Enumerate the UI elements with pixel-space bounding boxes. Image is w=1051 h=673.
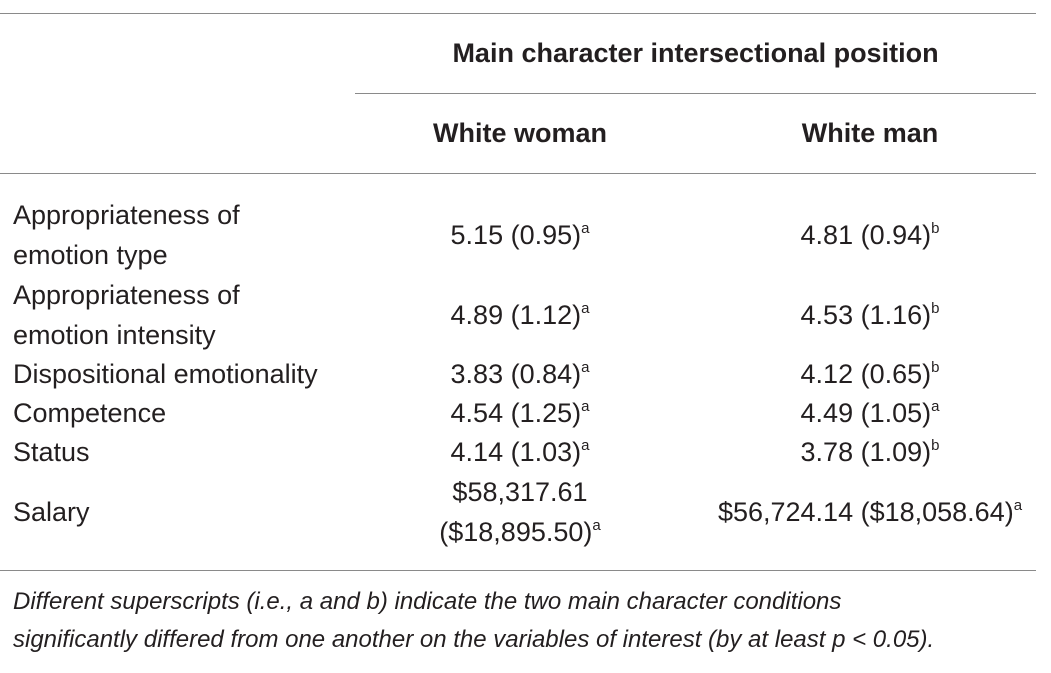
footnote-line: Different superscripts (i.e., a and b) i… [13,588,842,615]
cell-white-woman: $58,317.61 [452,477,588,507]
table-bottom-rule [0,570,1036,571]
table-footnote: Different superscripts (i.e., a and b) i… [13,583,934,659]
cell-white-woman: 4.14 (1.03)a [450,437,590,467]
cell-white-woman: 4.54 (1.25)a [450,398,590,428]
cell-white-woman: 5.15 (0.95)a [450,220,590,250]
footnote-line: significantly differed from one another … [13,626,935,653]
cell-white-man: 4.12 (0.65)b [800,359,940,389]
row-label: emotion type [13,240,168,270]
table-top-rule [0,13,1036,14]
column-group-header: Main character intersectional position [452,38,939,68]
cell-white-man: 4.81 (0.94)b [800,220,940,250]
cell-white-man: 4.53 (1.16)b [800,300,940,330]
cell-white-woman: 4.89 (1.12)a [450,300,590,330]
column-group-rule [355,93,1036,94]
column-header-white-woman: White woman [433,118,607,148]
row-label: Salary [13,497,90,527]
cell-white-man: $56,724.14 ($18,058.64)a [717,497,1023,527]
header-bottom-rule [0,173,1036,174]
row-label: Competence [13,398,167,428]
cell-white-man: 3.78 (1.09)b [800,437,940,467]
row-label: emotion intensity [13,320,216,350]
cell-white-woman: 3.83 (0.84)a [450,359,590,389]
row-label: Dispositional emotionality [13,359,318,389]
row-label: Status [13,437,90,467]
column-header-white-man: White man [801,118,939,148]
cell-white-woman: ($18,895.50)a [439,517,601,547]
row-label: Appropriateness of [13,200,240,230]
cell-white-man: 4.49 (1.05)a [800,398,940,428]
row-label: Appropriateness of [13,280,240,310]
